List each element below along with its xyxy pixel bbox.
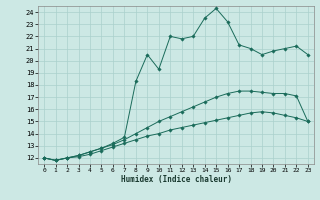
X-axis label: Humidex (Indice chaleur): Humidex (Indice chaleur) — [121, 175, 231, 184]
